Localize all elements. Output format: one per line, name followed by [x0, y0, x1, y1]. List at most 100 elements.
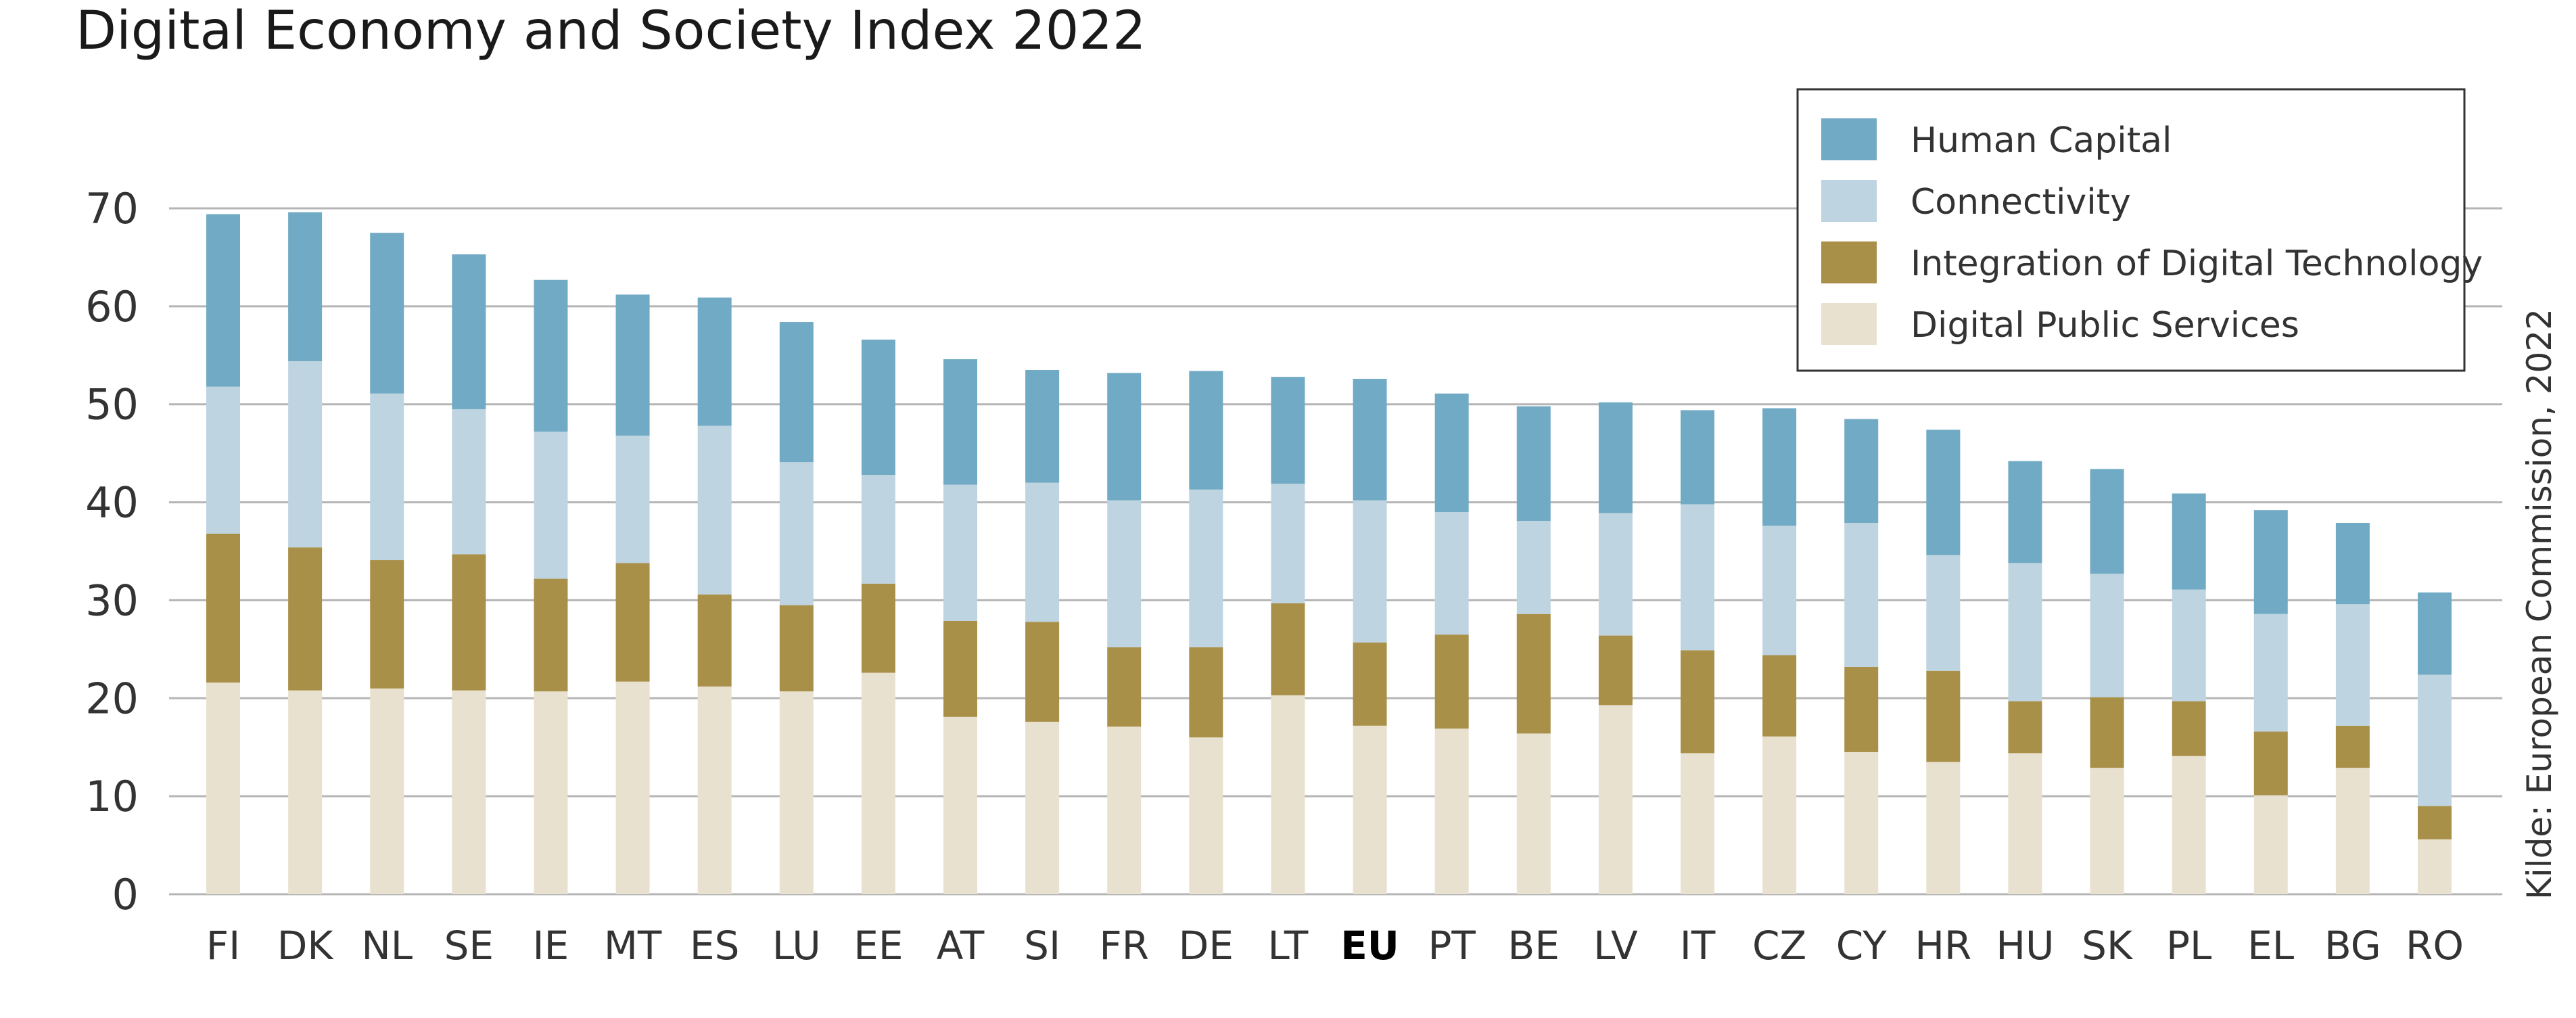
bar-segment — [2172, 701, 2206, 756]
y-tick-label: 0 — [112, 870, 139, 919]
bar-segment — [943, 620, 977, 717]
x-tick-label: EU — [1340, 923, 1399, 969]
bar-segment — [2418, 839, 2452, 894]
bar-segment — [1681, 753, 1714, 894]
bar-segment — [2172, 756, 2206, 894]
x-tick-label: NL — [361, 923, 413, 969]
y-axis-tick-labels: 0 10 20 30 40 50 60 70 — [85, 184, 139, 919]
x-tick-label: RO — [2406, 923, 2464, 969]
x-tick-label: SE — [444, 923, 494, 969]
y-tick-label: 60 — [85, 282, 139, 331]
x-tick-label: BG — [2324, 923, 2381, 969]
bar-segment — [1025, 622, 1060, 722]
bar-segment — [452, 409, 486, 555]
bar-segment — [1107, 726, 1142, 894]
bar-segment — [1353, 642, 1387, 726]
bar-segment — [534, 279, 568, 432]
bar-segment — [1598, 705, 1633, 894]
x-tick-label: LU — [772, 923, 821, 969]
bar-segment — [2090, 469, 2124, 574]
bar-segment — [697, 686, 732, 894]
chart-title: Digital Economy and Society Index 2022 — [76, 1, 1146, 62]
bar-segment — [1598, 513, 1633, 636]
y-tick-label: 10 — [85, 772, 139, 821]
bar-segment — [1762, 736, 1797, 894]
x-tick-label: SI — [1024, 923, 1060, 969]
bar-segment — [1844, 751, 1879, 894]
bar-segment — [615, 294, 650, 436]
bar-segment — [370, 233, 404, 394]
bar-segment — [452, 254, 486, 409]
bar-segment — [1844, 419, 1879, 523]
bar-segment — [1434, 634, 1469, 729]
bar-segment — [1434, 393, 1469, 513]
bar-segment — [2008, 701, 2042, 754]
bar-segment — [1516, 406, 1551, 522]
y-tick-label: 70 — [85, 184, 139, 233]
bar-segment — [697, 594, 732, 687]
bar-segment — [288, 547, 323, 691]
bar-segment — [288, 690, 323, 894]
x-tick-label: CY — [1836, 923, 1887, 969]
bar-segment — [1189, 371, 1223, 490]
bar-segment — [1681, 504, 1714, 651]
bar-segment — [1762, 655, 1797, 737]
x-tick-label: LT — [1268, 923, 1309, 969]
bar-segment — [1516, 733, 1551, 894]
bar-segment — [779, 322, 814, 463]
bar-segment — [2335, 768, 2370, 894]
bar-segment — [779, 691, 814, 894]
bar-segment — [1189, 489, 1223, 647]
bar-segment — [206, 214, 240, 387]
bar-segment — [206, 533, 240, 683]
x-tick-label: DK — [277, 923, 335, 969]
bar-segment — [615, 436, 650, 563]
bar-segment — [1271, 377, 1305, 484]
bar-segment — [615, 681, 650, 894]
bar-segment — [1516, 521, 1551, 614]
bar-segment — [1926, 670, 1961, 762]
bar-segment — [370, 393, 404, 561]
y-tick-label: 50 — [85, 380, 139, 430]
bar-segment — [861, 583, 895, 673]
x-tick-label: MT — [604, 923, 662, 969]
bar-segment — [2172, 589, 2206, 701]
bar-segment — [1271, 484, 1305, 603]
bar-segment — [1189, 737, 1223, 894]
bar-segment — [2253, 510, 2288, 614]
bar-segment — [2008, 563, 2042, 701]
bar-segment — [1681, 650, 1714, 754]
bar-segment — [1025, 370, 1060, 483]
legend-label: Digital Public Services — [1911, 305, 2299, 346]
x-tick-label: FR — [1099, 923, 1149, 969]
x-tick-label: CZ — [1752, 923, 1806, 969]
x-tick-label: LV — [1593, 923, 1638, 969]
bar-segment — [2172, 493, 2206, 590]
y-tick-label: 40 — [85, 478, 139, 528]
bar-segment — [1353, 725, 1387, 894]
bar-segment — [1271, 603, 1305, 695]
bar-segment — [206, 386, 240, 534]
x-tick-label: PL — [2166, 923, 2211, 969]
x-tick-label: EE — [853, 923, 903, 969]
y-tick-label: 30 — [85, 576, 139, 625]
x-tick-label: ES — [690, 923, 739, 969]
bar-segment — [1926, 555, 1961, 671]
bar-segment — [697, 297, 732, 426]
bar-segment — [1353, 500, 1387, 643]
bars — [206, 212, 2452, 894]
bar-segment — [1681, 410, 1714, 505]
bar-segment — [1107, 373, 1142, 501]
bar-segment — [1353, 379, 1387, 501]
bar-segment — [2418, 806, 2452, 839]
bar-segment — [615, 563, 650, 682]
bar-segment — [2090, 768, 2124, 894]
legend-label: Connectivity — [1911, 182, 2131, 223]
bar-segment — [1926, 430, 1961, 555]
bar-segment — [861, 672, 895, 894]
bar-segment — [288, 361, 323, 548]
bar-segment — [1107, 500, 1142, 647]
bar-segment — [206, 682, 240, 894]
bar-segment — [370, 560, 404, 689]
